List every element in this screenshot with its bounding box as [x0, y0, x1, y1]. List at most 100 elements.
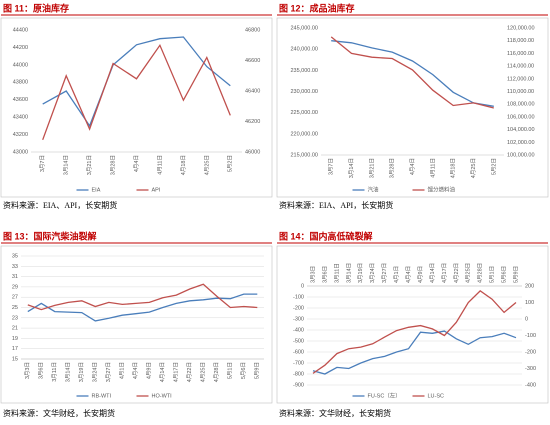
y-tick-label: -700 — [293, 360, 304, 366]
x-tick-label: 4月28日 — [477, 263, 484, 283]
y2-tick-label: -400 — [525, 382, 536, 388]
x-tick-label: 3月28日 — [389, 158, 396, 178]
x-tick-label: 3月24日 — [369, 263, 376, 283]
x-tick-label: 4月25日 — [470, 158, 477, 178]
y-tick-label: 44000 — [13, 62, 28, 68]
y2-tick-label: 106,000.00 — [507, 114, 535, 120]
y2-tick-label: 120,000.00 — [507, 25, 535, 31]
y2-tick-label: 100 — [525, 300, 534, 306]
y-tick-label: 245,000.00 — [290, 25, 318, 31]
x-tick-label: 3月11日 — [51, 362, 58, 382]
x-tick-label: 4月22日 — [186, 362, 193, 382]
x-tick-label: 5月6日 — [240, 362, 247, 379]
x-tick-label: 3月24日 — [92, 362, 99, 382]
x-tick-label: 4月4日 — [409, 158, 416, 175]
y-tick-label: 43200 — [13, 132, 28, 138]
y-tick-label: -600 — [293, 349, 304, 355]
y-tick-label: 21 — [12, 326, 18, 332]
y-tick-label: 35 — [12, 253, 18, 259]
x-tick-label: 5月9日 — [512, 266, 519, 283]
y-tick-label: 29 — [12, 284, 18, 290]
chart-title: 图 14：国内高低硫裂解 — [279, 230, 373, 241]
y2-tick-label: 0 — [525, 316, 528, 322]
x-tick-label: 4月4日 — [405, 266, 412, 283]
chart-frame — [276, 245, 549, 404]
x-tick-label: 4月22日 — [453, 263, 460, 283]
y-tick-label: -500 — [293, 338, 304, 344]
x-tick-label: 4月25日 — [200, 362, 207, 382]
x-tick-label: 4月1日 — [393, 266, 400, 283]
y-tick-label: -800 — [293, 371, 304, 377]
x-tick-label: 4月4日 — [132, 362, 139, 379]
legend-label: API — [152, 187, 161, 193]
series-line — [27, 283, 258, 311]
y2-tick-label: 46400 — [245, 88, 260, 94]
series-line — [312, 330, 517, 375]
y-tick-label: -200 — [293, 305, 304, 311]
y2-tick-label: 102,000.00 — [507, 140, 535, 146]
x-tick-label: 5月2日 — [227, 155, 234, 172]
x-tick-label: 4月25日 — [465, 263, 472, 283]
y2-tick-label: 46200 — [245, 119, 260, 125]
y-tick-label: 27 — [12, 295, 18, 301]
x-tick-label: 3月28日 — [110, 155, 117, 175]
chart-title: 图 12：成品油库存 — [279, 2, 355, 13]
y2-tick-label: -100 — [525, 333, 536, 339]
x-tick-label: 5月9日 — [254, 362, 261, 379]
series-line — [42, 36, 231, 128]
x-tick-label: 4月9日 — [417, 266, 424, 283]
y-tick-label: 15 — [12, 356, 18, 362]
x-tick-label: 5月2日 — [490, 158, 497, 175]
y2-tick-label: 200 — [525, 283, 534, 289]
y-tick-label: 33 — [12, 264, 18, 270]
series-line — [42, 43, 231, 141]
chart-frame — [276, 17, 549, 198]
y-tick-label: 240,000.00 — [290, 47, 318, 53]
x-tick-label: 3月14日 — [63, 155, 70, 175]
y2-tick-label: -300 — [525, 366, 536, 372]
series-line — [312, 290, 517, 374]
x-tick-label: 4月4日 — [133, 155, 140, 172]
series-line — [330, 36, 494, 109]
chart-title: 图 11：原油库存 — [3, 2, 69, 13]
legend-label: 馏分燃料油 — [428, 185, 456, 193]
y-tick-label: 25 — [12, 305, 18, 311]
source: 资料来源：EIA、API，长安期货 — [3, 200, 117, 210]
x-tick-label: 3月27日 — [105, 362, 112, 382]
x-tick-label: 3月7日 — [328, 158, 335, 175]
y-tick-label: 235,000.00 — [290, 68, 318, 74]
y2-tick-label: 104,000.00 — [507, 127, 535, 133]
y-tick-label: 31 — [12, 274, 18, 280]
x-tick-label: 3月14日 — [345, 263, 352, 283]
y-tick-label: 44200 — [13, 45, 28, 51]
x-tick-label: 4月1日 — [119, 362, 126, 379]
y-tick-label: 43600 — [13, 97, 28, 103]
y2-tick-label: 116,000.00 — [507, 51, 534, 57]
x-tick-label: 4月17日 — [173, 362, 180, 382]
x-tick-label: 4月11日 — [156, 155, 163, 175]
x-tick-label: 4月17日 — [441, 263, 448, 283]
y2-tick-label: 110,000.00 — [507, 89, 534, 95]
x-tick-label: 4月28日 — [213, 362, 220, 382]
y-tick-label: 44400 — [13, 27, 28, 33]
y-tick-label: 220,000.00 — [290, 131, 318, 137]
x-tick-label: 3月19日 — [78, 362, 85, 382]
x-tick-label: 4月14日 — [429, 263, 436, 283]
y2-tick-label: 114,000.00 — [507, 64, 534, 70]
legend-label: FU-SC（左） — [368, 391, 401, 399]
y-tick-label: 230,000.00 — [290, 89, 318, 95]
source: 资料来源：文华财经，长安期货 — [279, 408, 391, 418]
y-tick-label: -900 — [293, 382, 304, 388]
x-tick-label: 3月11日 — [333, 263, 340, 283]
x-tick-label: 3月6日 — [321, 266, 328, 283]
legend-label: HO-WTI — [152, 393, 173, 399]
legend-label: RB-WTI — [92, 393, 112, 399]
y2-tick-label: 108,000.00 — [507, 102, 535, 108]
series-line — [331, 40, 494, 107]
y-tick-label: -400 — [293, 327, 304, 333]
chart-frame — [0, 17, 273, 198]
x-tick-label: 4月18日 — [450, 158, 457, 178]
x-tick-label: 4月9日 — [146, 362, 153, 379]
y2-tick-label: 46600 — [245, 58, 260, 64]
